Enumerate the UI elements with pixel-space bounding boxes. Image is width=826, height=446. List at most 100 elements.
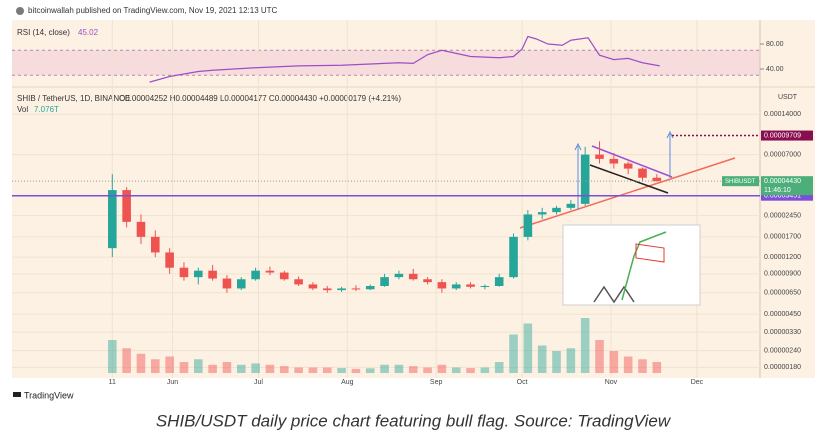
y-tick-label: 0.00000450 [764,311,801,318]
inset-flag [635,243,665,263]
volume-bar [552,351,561,373]
x-tick-label: Sep [430,379,443,386]
volume-bar [193,359,203,373]
ohlc-text: O0.00004252 H0.00004489 L0.00004177 C0.0… [119,94,401,103]
volume-bar [322,367,332,373]
candle-body [423,279,432,283]
candle-body [337,288,346,291]
volume-bar [394,364,404,373]
rsi-tick-label: 80.00 [766,41,784,48]
y-tick-label: 0.00014000 [764,111,801,118]
candle-body [122,190,131,222]
flag-lower [589,164,669,194]
volume-bar [251,363,260,373]
rsi-tick-label: 40.00 [766,66,784,73]
volume-bar [451,367,461,373]
candle-body [652,177,662,182]
candle-body [451,284,461,289]
volume-bar [595,340,604,373]
last-price-label: 0.00004430 [764,178,801,185]
level-label: 0.00009709 [764,132,801,139]
volume-bar [566,348,576,373]
volume-bar [537,345,547,373]
tradingview-logo: TradingView [13,390,74,400]
volume-bar [208,364,217,373]
volume-bar [638,359,647,373]
volume-bar [179,362,189,373]
volume-bar [494,362,504,373]
candle-body [480,286,490,288]
y-tick-label: 0.00000330 [764,329,801,336]
level-label: 0.00003451 [764,193,801,200]
y-tick-label: 0.00000180 [764,364,801,371]
candle-body [537,212,547,215]
candle-body [509,236,518,278]
y-tick-label: 0.00001700 [764,234,801,241]
y-tick-label: 0.00000650 [764,290,801,297]
volume-bar [509,334,518,373]
y-tick-label: 0.00001200 [764,254,801,261]
symbol-tag [722,176,759,187]
flag-upper [591,145,673,178]
volume-bar [408,366,418,373]
price-tag [761,176,813,196]
volume-bar [279,366,289,373]
y-tick-label: 0.00000900 [764,271,801,278]
volume-bar [580,318,590,373]
candle-body [580,154,590,204]
volume-bar [423,367,432,373]
candle-body [308,284,318,289]
candle-body [279,272,289,280]
candle-body [294,279,303,285]
y-axis-label: USDT [778,94,798,101]
rsi-line [149,35,660,83]
candle-body [380,277,389,287]
volume-bar [609,351,619,373]
volume-bar [265,364,275,373]
candle-body [136,221,146,237]
symbol-label: SHIBUSDT [725,179,756,185]
candle-body [165,252,174,268]
volume-bar [294,367,303,373]
candle-body [208,270,217,279]
candle-body [595,154,604,159]
volume-bar [165,356,174,373]
volume-bar [308,367,318,373]
volume-bar [652,362,662,373]
volume-bar [437,364,447,373]
volume-bar [351,368,361,373]
candle-body [523,214,533,237]
volume-bar [365,368,375,373]
countdown-label: 11:46:10 [764,187,791,194]
candle-body [365,286,375,290]
x-tick-label: Nov [605,379,618,386]
candle-body [623,163,633,169]
avatar [16,7,24,15]
candle-body [437,282,447,289]
volume-bar [466,368,475,373]
candle-body [494,277,504,287]
candle-body [222,278,232,289]
volume-bar [337,368,346,373]
x-tick-label: Dec [691,379,704,386]
level-tag [761,190,813,201]
candle-body [609,158,619,164]
volume-bar [380,364,389,373]
x-tick-label: Oct [517,379,528,386]
x-tick-label: Jun [167,379,178,386]
candle-body [251,270,260,280]
candle-body [351,288,361,290]
candle-body [394,273,404,278]
arrow-head [574,142,582,151]
x-tick-label: 11 [109,379,116,386]
candle-body [322,288,332,291]
y-tick-label: 0.00007000 [764,151,801,158]
logo-mark [13,392,21,397]
chart-background [12,20,815,378]
y-tick-label: 0.00000240 [764,348,801,355]
price-title: SHIB / TetherUS, 1D, BINANCE [17,94,130,103]
publisher: bitcoinwallah published on TradingView.c… [28,6,278,15]
volume-bar [623,356,633,373]
